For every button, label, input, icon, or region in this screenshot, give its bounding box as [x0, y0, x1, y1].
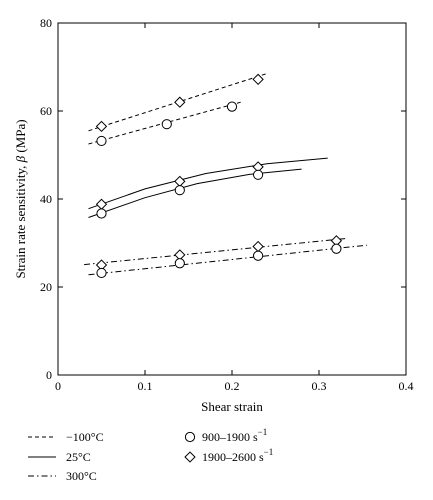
- legend-label-300: 300°C: [66, 469, 97, 483]
- tick-labels: 0 0.1 0.2 0.3 0.4 0 20 40 60 80: [40, 16, 414, 393]
- data-point-diamond: [174, 175, 186, 188]
- fit-line-solid: [88, 168, 302, 218]
- y-tick-label: 60: [40, 104, 52, 118]
- x-tick-label: 0.3: [312, 379, 327, 393]
- legend-label-circle-text: 900–1900 s: [202, 430, 258, 444]
- data-point-diamond: [95, 259, 108, 271]
- fit-line-dashdot: [88, 244, 367, 276]
- fit-line-solid: [88, 157, 328, 210]
- axis-ticks: [58, 23, 406, 375]
- data-point-circle: [96, 267, 107, 279]
- data-point-diamond: [95, 198, 108, 210]
- legend-label-diamond: 1900–2600 s−1: [202, 447, 273, 464]
- legend-marker-circle: [184, 431, 196, 443]
- y-axis-title: Strain rate sensitivity, β (MPa): [13, 119, 28, 278]
- legend: −100°C 25°C 300°C 900–1900 s−1 1900–2600…: [28, 427, 273, 483]
- fit-line-dashdot: [84, 238, 346, 266]
- y-axis-title-main: Strain rate sensitivity,: [13, 162, 28, 278]
- y-axis-title-symbol: β: [13, 155, 28, 163]
- x-tick-label: 0.4: [399, 379, 414, 393]
- y-tick-label: 80: [40, 16, 52, 30]
- data-point-diamond: [252, 240, 264, 253]
- y-axis-title-unit: (MPa): [13, 119, 28, 155]
- data-point-circle: [253, 250, 264, 261]
- data-point-circle: [174, 258, 185, 269]
- x-tick-label: 0.1: [138, 379, 153, 393]
- data-point-circle: [96, 208, 107, 219]
- x-tick-label: 0.2: [225, 379, 240, 393]
- data-point-diamond: [174, 249, 186, 261]
- legend-label-circle-sup: −1: [258, 427, 268, 437]
- x-axis-title: Shear strain: [201, 399, 263, 414]
- legend-label-25: 25°C: [66, 450, 91, 464]
- data-point-circle: [226, 101, 238, 112]
- y-tick-label: 20: [40, 280, 52, 294]
- legend-label-circle: 900–1900 s−1: [202, 427, 267, 444]
- plot-frame: [57, 22, 407, 376]
- data-point-circle: [161, 119, 172, 130]
- fit-lines: [84, 73, 367, 276]
- legend-label-minus100: −100°C: [66, 430, 104, 444]
- legend-label-diamond-sup: −1: [264, 447, 274, 457]
- x-tick-label: 0: [55, 379, 61, 393]
- data-point-diamond: [95, 120, 108, 133]
- legend-label-diamond-text: 1900–2600 s: [202, 450, 264, 464]
- data-point-circle: [96, 135, 107, 147]
- data-point-diamond: [252, 73, 264, 85]
- data-point-circle: [174, 185, 185, 196]
- data-point-diamond: [252, 161, 264, 173]
- data-point-circle: [331, 243, 342, 254]
- data-markers: [95, 73, 343, 279]
- data-point-diamond: [174, 96, 186, 108]
- y-tick-label: 0: [46, 368, 52, 382]
- data-point-circle: [253, 169, 264, 180]
- legend-marker-diamond: [184, 451, 196, 463]
- data-point-diamond: [330, 235, 343, 247]
- y-tick-label: 40: [40, 192, 52, 206]
